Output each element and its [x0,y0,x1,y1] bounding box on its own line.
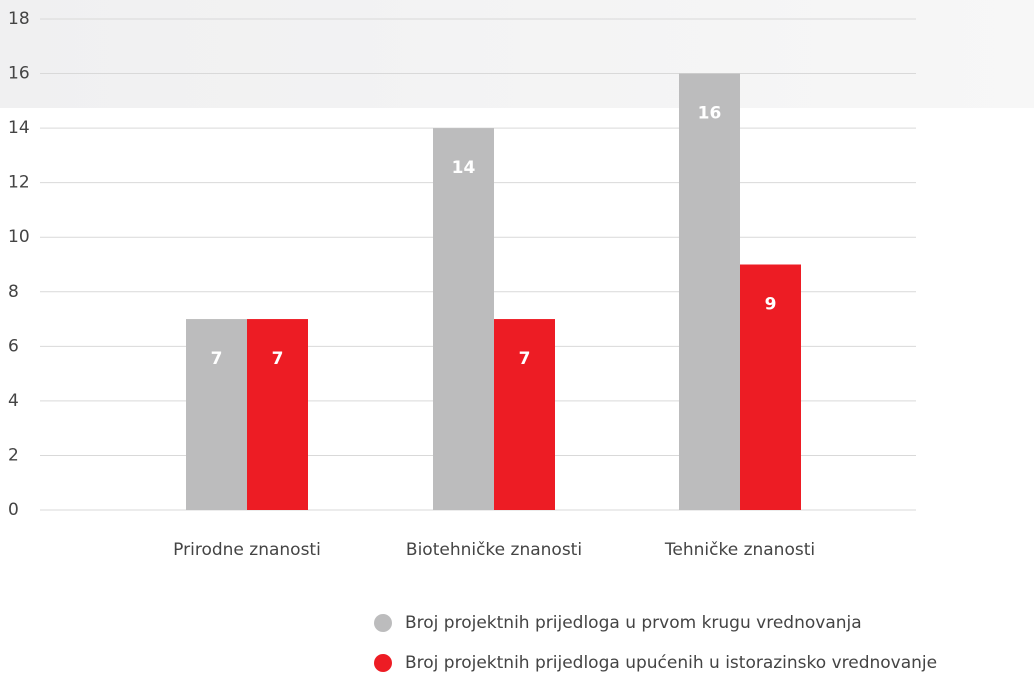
value-label: 7 [211,349,223,369]
value-label: 7 [272,349,284,369]
y-tick-label: 2 [8,445,19,465]
legend-label: Broj projektnih prijedloga upućenih u is… [405,653,937,673]
y-tick-label: 12 [8,173,30,193]
y-tick-label: 16 [8,64,30,84]
y-tick-label: 0 [8,500,19,520]
y-tick-label: 14 [8,118,30,138]
bar [679,73,740,511]
x-tick-label: Prirodne znanosti [173,540,321,560]
value-label: 14 [452,158,476,178]
bar [433,128,494,510]
bar [247,319,308,510]
header-band [0,0,1034,108]
value-label: 16 [698,104,722,124]
y-tick-label: 18 [8,9,30,29]
legend-marker [374,654,392,672]
x-tick-label: Tehničke znanosti [664,540,815,560]
y-tick-label: 10 [8,227,30,247]
bar [186,319,247,510]
x-tick-label: Biotehničke znanosti [406,540,582,560]
value-label: 7 [519,349,531,369]
legend-marker [374,614,392,632]
bar [740,264,801,510]
legend-label: Broj projektnih prijedloga u prvom krugu… [405,613,862,633]
bar [494,319,555,510]
value-label: 9 [765,295,777,315]
y-tick-label: 4 [8,391,19,411]
y-tick-label: 6 [8,336,19,356]
y-tick-label: 8 [8,282,19,302]
